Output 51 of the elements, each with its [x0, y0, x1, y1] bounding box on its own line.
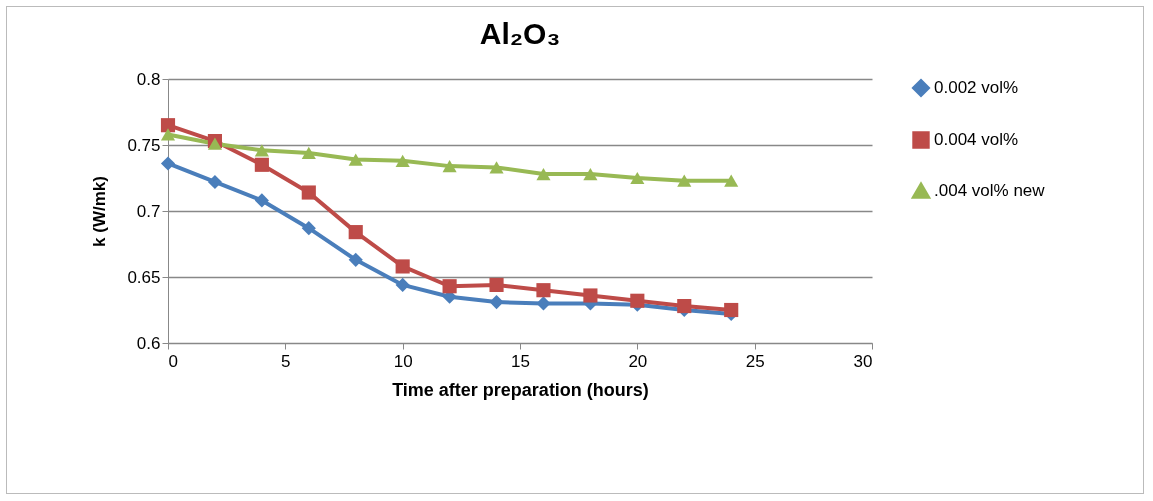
point	[489, 295, 504, 310]
x-tick-label: 5	[281, 351, 291, 371]
point	[536, 167, 551, 181]
point	[536, 296, 551, 311]
point	[630, 293, 645, 308]
y-tick-label: 0.8	[136, 69, 161, 89]
y-tick-label: 0.65	[127, 267, 161, 287]
y-tick-label: 0.7	[136, 201, 161, 221]
point	[724, 174, 739, 187]
legend-label: 0.004 vol%	[934, 130, 1019, 149]
x-tick-label: 0	[168, 351, 178, 371]
point	[583, 288, 598, 303]
point	[348, 225, 363, 240]
point	[677, 298, 692, 314]
x-tick-label: 30	[853, 351, 873, 371]
point	[160, 128, 176, 141]
point	[395, 277, 410, 292]
point	[254, 157, 269, 172]
x-axis-title: Time after preparation (hours)	[392, 379, 649, 400]
point	[583, 167, 598, 181]
point	[348, 153, 363, 166]
point	[489, 161, 504, 174]
point	[536, 283, 551, 298]
x-tick-label: 15	[511, 351, 530, 371]
x-tick-label: 10	[393, 351, 413, 371]
point	[160, 156, 176, 171]
point	[207, 174, 222, 190]
chart-title: Al₂O₃	[479, 17, 561, 50]
y-tick-label: 0.6	[136, 333, 161, 353]
point	[724, 302, 739, 318]
point	[301, 221, 316, 236]
point	[489, 277, 504, 292]
point	[254, 193, 269, 208]
legend-label: 0.002 vol%	[934, 78, 1019, 97]
legend-label: .004 vol% new	[934, 181, 1046, 200]
x-tick-label: 20	[628, 351, 648, 371]
point	[207, 137, 222, 150]
x-tick-label: 25	[745, 351, 765, 371]
point	[301, 185, 316, 200]
point	[442, 279, 457, 294]
y-axis-title: k (W/mk)	[90, 176, 110, 247]
point	[160, 118, 176, 133]
y-tick-label: 0.75	[127, 135, 161, 155]
point	[348, 252, 363, 267]
point	[442, 160, 457, 173]
point	[395, 154, 410, 167]
point	[301, 146, 316, 160]
point	[677, 174, 692, 187]
point	[254, 144, 269, 157]
point	[630, 171, 645, 185]
point	[395, 259, 410, 274]
